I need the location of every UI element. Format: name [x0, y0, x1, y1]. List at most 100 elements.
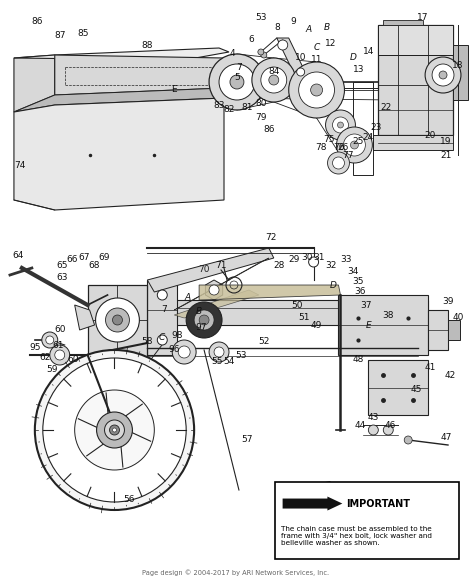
Text: 34: 34	[348, 267, 359, 276]
Text: 41: 41	[424, 363, 436, 373]
Text: 33: 33	[341, 256, 352, 265]
Text: 45: 45	[410, 385, 422, 395]
Polygon shape	[147, 300, 428, 325]
Text: 56: 56	[124, 495, 135, 505]
Text: 32: 32	[325, 260, 336, 269]
Text: 58: 58	[142, 338, 153, 346]
Circle shape	[297, 68, 305, 76]
Text: 30: 30	[301, 253, 312, 262]
Text: 53: 53	[235, 350, 246, 360]
Text: A: A	[306, 26, 312, 34]
Circle shape	[309, 257, 319, 267]
Text: 36: 36	[355, 287, 366, 297]
Text: 75: 75	[323, 135, 334, 144]
Text: 40: 40	[452, 314, 464, 322]
Polygon shape	[448, 320, 460, 340]
Text: 98: 98	[172, 331, 183, 339]
Polygon shape	[14, 98, 224, 210]
Text: 87: 87	[54, 32, 65, 40]
Text: 10: 10	[295, 54, 306, 62]
Text: B: B	[196, 308, 202, 317]
Circle shape	[261, 67, 287, 93]
Polygon shape	[88, 285, 147, 360]
Text: 66: 66	[66, 256, 77, 265]
Polygon shape	[147, 280, 177, 355]
Text: 51: 51	[298, 314, 310, 322]
Text: 26: 26	[338, 144, 349, 152]
Text: 7: 7	[236, 64, 242, 72]
Text: 63: 63	[56, 273, 67, 283]
Circle shape	[252, 58, 296, 102]
Bar	[274, 482, 459, 559]
Text: 83: 83	[213, 102, 225, 110]
Text: 64: 64	[12, 251, 24, 259]
Text: 76: 76	[333, 144, 344, 152]
Circle shape	[75, 390, 155, 470]
Circle shape	[258, 49, 264, 55]
Circle shape	[337, 122, 344, 128]
Text: 13: 13	[353, 65, 364, 75]
Circle shape	[50, 345, 70, 365]
Text: E: E	[172, 85, 177, 95]
Text: 5: 5	[234, 74, 240, 82]
Text: 86: 86	[263, 126, 274, 134]
Circle shape	[209, 342, 229, 362]
Polygon shape	[368, 360, 428, 415]
Circle shape	[112, 428, 117, 432]
Circle shape	[109, 425, 119, 435]
Text: 24: 24	[363, 134, 374, 142]
Text: 50: 50	[291, 301, 302, 310]
Circle shape	[326, 110, 356, 140]
Circle shape	[310, 84, 323, 96]
Text: 71: 71	[215, 260, 227, 269]
Circle shape	[199, 315, 209, 325]
Text: 77: 77	[343, 151, 354, 159]
Circle shape	[42, 332, 58, 348]
FancyArrow shape	[283, 496, 342, 510]
Circle shape	[269, 75, 279, 85]
Text: 23: 23	[371, 123, 382, 133]
Text: 35: 35	[353, 277, 364, 287]
Text: 52: 52	[258, 338, 270, 346]
Text: C: C	[158, 333, 164, 342]
Text: 29: 29	[288, 256, 300, 265]
Text: Page design © 2004-2017 by ARI Network Services, Inc.: Page design © 2004-2017 by ARI Network S…	[142, 569, 329, 576]
Circle shape	[97, 412, 132, 448]
Circle shape	[261, 52, 267, 58]
Polygon shape	[378, 25, 453, 55]
Text: 18: 18	[452, 61, 464, 69]
Polygon shape	[383, 20, 423, 25]
Text: 53: 53	[255, 13, 266, 23]
Circle shape	[186, 302, 222, 338]
Text: 69: 69	[99, 253, 110, 262]
Circle shape	[194, 310, 214, 330]
Text: 67: 67	[79, 253, 91, 262]
Circle shape	[112, 315, 122, 325]
Polygon shape	[374, 135, 453, 150]
Text: 68: 68	[89, 260, 100, 269]
Text: 6: 6	[248, 36, 254, 44]
Circle shape	[278, 40, 288, 50]
Text: 17: 17	[418, 13, 429, 23]
Polygon shape	[378, 25, 453, 135]
Text: 74: 74	[14, 161, 26, 169]
Text: 38: 38	[383, 311, 394, 319]
Circle shape	[46, 336, 54, 344]
Polygon shape	[174, 290, 259, 318]
Polygon shape	[199, 285, 340, 300]
Text: 22: 22	[381, 103, 392, 113]
Text: 79: 79	[255, 113, 266, 123]
Circle shape	[289, 62, 345, 118]
Text: 46: 46	[384, 420, 396, 429]
Text: 60: 60	[54, 325, 65, 335]
Circle shape	[333, 157, 345, 169]
Text: 49: 49	[311, 321, 322, 329]
Text: 95: 95	[29, 343, 41, 353]
Text: 42: 42	[444, 370, 456, 380]
Polygon shape	[14, 48, 229, 60]
Text: 47: 47	[440, 433, 452, 443]
Text: 72: 72	[265, 234, 276, 242]
Text: 97: 97	[195, 324, 207, 332]
Polygon shape	[338, 295, 428, 355]
Text: 28: 28	[273, 260, 284, 269]
